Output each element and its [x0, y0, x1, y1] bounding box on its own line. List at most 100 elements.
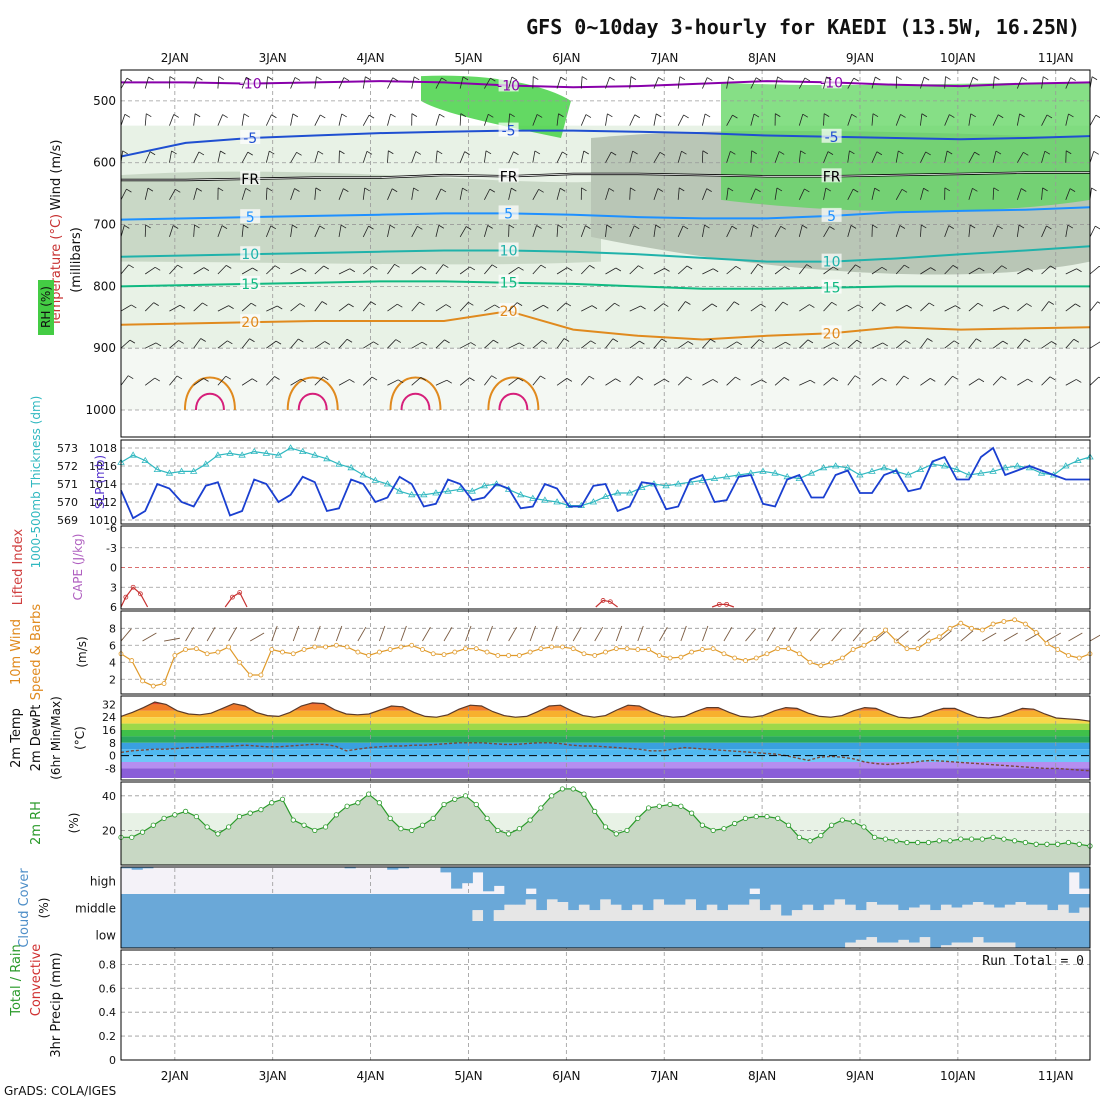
wind-barb-flag [373, 341, 379, 346]
isotherm-label-bg [240, 170, 261, 185]
wind-barb [920, 267, 931, 275]
cloud-clear [1004, 904, 1016, 921]
wind-barb [702, 303, 713, 312]
wind-barb-flag [441, 77, 447, 82]
isotherm-label: 20 [823, 326, 841, 342]
wind-barb-flag [485, 150, 492, 155]
wind-barb [508, 113, 511, 126]
wind-barb [702, 77, 708, 89]
cloud-bar [121, 867, 133, 869]
wind-barb [241, 113, 245, 126]
wind-barb [169, 189, 176, 201]
wind-barb-flag [1075, 303, 1081, 308]
rh-point [505, 831, 512, 837]
wind-barb [581, 305, 593, 312]
wind-barb-flag [533, 76, 539, 80]
cloud-bar [632, 894, 644, 905]
wind-barb-flag [370, 301, 377, 306]
wind-barb [193, 77, 198, 89]
wind-barb-flag [829, 226, 835, 230]
wind-barb-flag [493, 339, 499, 344]
cloud-bar [994, 894, 1006, 908]
wind-barb-flag [875, 76, 881, 81]
cloud-bar [504, 894, 516, 905]
wind-speed-point [387, 647, 393, 652]
isotherm-25-loop [389, 376, 442, 411]
wind-barb-flag [946, 150, 953, 155]
wind-barb [605, 113, 608, 126]
rh-point [279, 796, 286, 802]
wind-speed-point [420, 647, 425, 652]
wind-barb-flag [663, 303, 669, 307]
cloud-clear [940, 904, 953, 921]
wind-barb [798, 150, 801, 163]
wind-barb-flag [903, 375, 909, 380]
thickness-point [880, 464, 888, 471]
wind-barb [871, 377, 882, 386]
rh-point [139, 829, 146, 835]
wind-barb-flag [275, 340, 282, 345]
rh-point [495, 827, 501, 834]
rh-point [387, 815, 393, 821]
precip-tick-label: 0.6 [99, 982, 117, 995]
wind-barb-flag [591, 305, 598, 309]
thickness-point [1001, 464, 1009, 471]
cloud-bar [142, 921, 154, 948]
wind-barb-flag [736, 341, 743, 346]
wind-barb-flag [368, 114, 375, 119]
cloud-bar [589, 894, 601, 911]
wind-barb-flag [610, 151, 617, 156]
wind-barb-flag [735, 265, 742, 270]
wind-barb-flag [850, 225, 857, 229]
wind-barb-flag [949, 114, 955, 118]
li-line [595, 599, 618, 608]
wind-barb-flag [155, 342, 162, 347]
cloud-clear [706, 904, 718, 921]
wind-barb [750, 113, 755, 126]
wind-barb [799, 379, 811, 386]
cloud-bar [408, 921, 420, 948]
rh-point [129, 834, 135, 840]
rh-point [538, 805, 544, 811]
wind-barb-flag [128, 264, 134, 269]
wind-barb-flag [566, 378, 573, 382]
wind-barb [920, 224, 922, 237]
wind-barb-flag [710, 338, 716, 343]
wind-barb-flag [177, 264, 183, 269]
wind-barb-flag [686, 376, 692, 381]
wind-barb [145, 342, 157, 349]
cloud-bar [248, 894, 260, 921]
wind-barb [944, 76, 946, 89]
wind-barb-flag [444, 339, 450, 344]
cloud-bar [685, 867, 697, 894]
cloud-bar [493, 867, 505, 886]
cloud-clear [610, 904, 622, 921]
wind-barb-flag [243, 224, 249, 229]
cloud-bar [578, 867, 591, 894]
thickness-tick-label: 569 [57, 514, 78, 527]
wind-speed-point [969, 625, 974, 631]
cloud-bar [759, 894, 772, 911]
wind-barb-10m [658, 626, 668, 642]
isotherm-label-bg [498, 242, 519, 257]
wind-barb-flag [218, 76, 224, 80]
wind-barb-flag [609, 76, 615, 81]
rh-tick-label: 20 [102, 824, 116, 837]
wind-barb [677, 151, 682, 163]
wind-barb-flag [853, 77, 859, 82]
wind-barb [459, 377, 470, 386]
rh-point [150, 822, 156, 828]
wind-speed-point [753, 655, 759, 661]
wind-barb-flag [921, 113, 928, 118]
wind-barb [968, 113, 972, 126]
wind-speed-point [635, 647, 641, 652]
cloud-bar [738, 894, 750, 905]
wind-barb-flag [267, 76, 273, 80]
wind-barb [532, 225, 537, 238]
rh-point [828, 822, 835, 828]
wind-barb-flag [683, 114, 689, 119]
day-label-bottom: 5JAN [454, 1069, 482, 1083]
wind-barb [629, 225, 635, 238]
wind-barb [1089, 225, 1096, 238]
cloud-clear [578, 904, 591, 921]
